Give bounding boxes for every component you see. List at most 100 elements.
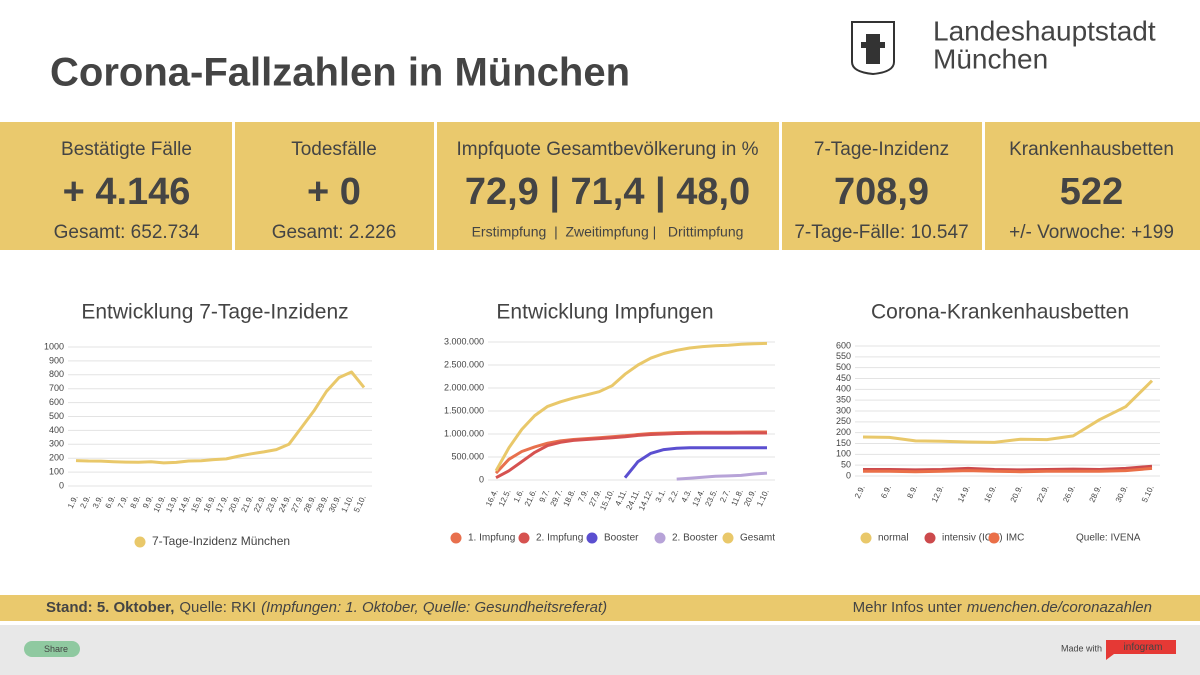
kpi-title: Krankenhausbetten xyxy=(1009,139,1174,160)
legend-swatch xyxy=(518,532,530,544)
y-tick-label: 450 xyxy=(836,373,851,383)
kpi-title: Impfquote Gesamtbevölkerung in % xyxy=(456,139,758,160)
y-tick-label: 500.000 xyxy=(451,451,484,461)
kpi-sub: 7-Tage-Fälle: 10.547 xyxy=(794,222,968,243)
bottom-bar xyxy=(0,625,1200,675)
y-tick-label: 600 xyxy=(836,340,851,350)
y-tick-label: 300 xyxy=(49,439,64,449)
legend-label: IMC xyxy=(1006,533,1024,544)
y-tick-label: 400 xyxy=(49,425,64,435)
y-tick-label: 350 xyxy=(836,395,851,405)
y-tick-label: 1.000.000 xyxy=(444,428,484,438)
y-tick-label: 0 xyxy=(59,480,64,490)
y-tick-label: 1.500.000 xyxy=(444,405,484,415)
y-tick-label: 200 xyxy=(49,453,64,463)
y-tick-label: 200 xyxy=(836,427,851,437)
y-tick-label: 2.000.000 xyxy=(444,382,484,392)
logo-text: München xyxy=(933,43,1048,74)
legend-label: 1. Impfung xyxy=(468,533,515,544)
legend-swatch xyxy=(134,536,146,548)
kpi-divider xyxy=(982,122,985,250)
share-button[interactable] xyxy=(24,641,80,657)
kpi-value: + 0 xyxy=(307,171,361,213)
kpi-divider xyxy=(232,122,235,250)
y-tick-label: 300 xyxy=(836,405,851,415)
footer-stand: Stand: 5. Oktober, xyxy=(46,599,174,616)
chart-title: Entwicklung 7-Tage-Inzidenz xyxy=(81,301,348,324)
series-line xyxy=(494,341,768,472)
y-tick-label: 1000 xyxy=(44,341,64,351)
y-tick-label: 0 xyxy=(479,474,484,484)
y-tick-label: 900 xyxy=(49,355,64,365)
kpi-title: Todesfälle xyxy=(291,139,377,160)
footer-more: Mehr Infos unter muenchen.de/coronazahlen xyxy=(853,599,1152,616)
kpi-sub: Gesamt: 652.734 xyxy=(54,222,200,243)
legend-label: 2. Impfung xyxy=(536,533,583,544)
y-tick-label: 400 xyxy=(836,384,851,394)
legend-label: Booster xyxy=(604,533,639,544)
made-with: Made with xyxy=(1061,643,1102,653)
kpi-row: Bestätigte Fälle + 4.146 Gesamt: 652.734 To… xyxy=(54,122,1174,250)
legend-label: Gesamt xyxy=(740,533,775,544)
series-line xyxy=(862,379,1154,444)
y-tick-label: 250 xyxy=(836,416,851,426)
kpi-title: Bestätigte Fälle xyxy=(61,139,192,160)
y-tick-label: 500 xyxy=(836,362,851,372)
y-tick-label: 2.500.000 xyxy=(444,359,484,369)
logo-text: Landeshauptstadt xyxy=(933,15,1156,46)
footer-source: Quelle: RKI xyxy=(179,599,256,616)
kpi-divider xyxy=(434,122,437,250)
legend-swatch xyxy=(450,532,462,544)
y-tick-label: 100 xyxy=(49,466,64,476)
legend-label: 2. Booster xyxy=(672,533,718,544)
legend-swatch xyxy=(722,532,734,544)
series-line xyxy=(676,471,768,481)
y-tick-label: 100 xyxy=(836,449,851,459)
footer-band xyxy=(0,595,1200,621)
y-tick-label: 3.000.000 xyxy=(444,336,484,346)
legend-label: normal xyxy=(878,533,909,544)
kpi-value: + 4.146 xyxy=(63,171,191,213)
y-tick-label: 500 xyxy=(49,411,64,421)
share-label[interactable]: Share xyxy=(44,644,68,654)
kpi-value: 72,9 | 71,4 | 48,0 xyxy=(465,171,750,213)
footer-link: muenchen.de/coronazahlen xyxy=(967,599,1152,616)
y-tick-label: 150 xyxy=(836,438,851,448)
kpi-sub: +/- Vorwoche: +199 xyxy=(1009,222,1174,243)
series-line xyxy=(623,446,767,479)
series-line xyxy=(75,370,366,465)
legend-swatch xyxy=(654,532,666,544)
legend-label: intensiv (ICU) xyxy=(942,533,1003,544)
page-title: Corona-Fallzahlen in München xyxy=(50,51,630,95)
kpi-divider xyxy=(779,122,782,250)
kpi-title: 7-Tage-Inzidenz xyxy=(814,139,949,160)
y-tick-label: 0 xyxy=(846,470,851,480)
y-tick-label: 800 xyxy=(49,369,64,379)
footer-note: (Impfungen: 1. Oktober, Quelle: Gesundhe… xyxy=(261,599,607,616)
chart-annotation: Quelle: IVENA xyxy=(1076,533,1141,544)
brand-badge[interactable] xyxy=(1106,640,1176,660)
kpi-value: 522 xyxy=(1060,171,1123,213)
brand-label[interactable]: infogram xyxy=(1124,642,1163,653)
kpi-sub: Erstimpfung | Zweitimpfung | Drittimpfun… xyxy=(472,224,744,240)
series-line xyxy=(495,431,767,480)
series-line xyxy=(863,466,1153,474)
y-tick-label: 550 xyxy=(836,351,851,361)
y-tick-label: 700 xyxy=(49,383,64,393)
logo-figure xyxy=(861,34,885,64)
y-tick-label: 600 xyxy=(49,397,64,407)
chart-title: Corona-Krankenhausbetten xyxy=(871,301,1129,324)
kpi-sub: Gesamt: 2.226 xyxy=(272,222,397,243)
logo xyxy=(851,21,895,76)
legend-swatch xyxy=(860,532,872,544)
logo-shield xyxy=(851,21,895,76)
series-line xyxy=(863,464,1153,472)
kpi-band xyxy=(0,122,1200,250)
chart-title: Entwicklung Impfungen xyxy=(496,301,713,324)
legend-label: 7-Tage-Inzidenz München xyxy=(152,534,290,548)
y-tick-label: 50 xyxy=(841,460,851,470)
kpi-value: 708,9 xyxy=(834,171,929,213)
footer-more-text: Mehr Infos unter xyxy=(853,599,962,616)
